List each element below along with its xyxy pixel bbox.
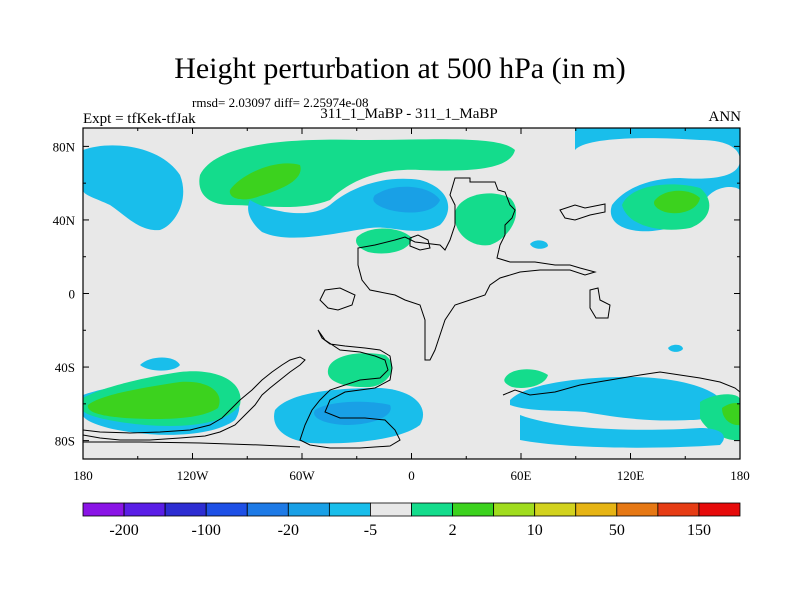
case-label: 311_1_MaBP - 311_1_MaBP [320,106,498,122]
colorbar-swatch [370,502,412,517]
x-tick-label: 180 [73,468,93,483]
x-tick-label: 60E [511,468,532,483]
colorbar-label: 50 [609,522,625,539]
colorbar-swatch [698,502,741,517]
outline-south-lower [83,441,301,448]
colorbar-label: 2 [449,522,457,539]
colorbar-swatch [164,502,207,517]
outline-europe-west [409,234,431,251]
colorbar-swatch [411,502,453,517]
colorbar-swatch [616,502,659,517]
y-tick-label: 80S [55,434,75,449]
anomaly-negative-south-atlantic-core [314,401,391,425]
colorbar-swatch [575,502,618,517]
colorbar-label: -5 [364,522,377,539]
colorbar-swatch [328,502,371,517]
outline-southern-continent-west [319,287,356,311]
x-tick-label: 180 [730,468,750,483]
colorbar-swatch [246,502,289,517]
x-tick-label: 0 [408,468,415,483]
colorbar-swatch [123,502,166,517]
colorbar-swatch [657,502,700,517]
chart-title: Height perturbation at 500 hPa (in m) [174,52,626,85]
anomaly-negative-south-indian-lower [520,415,724,448]
outline-south-america [299,329,401,449]
outline-island-2 [589,287,611,319]
land-outline [83,177,740,449]
x-tick-label: 120E [617,468,645,483]
anomaly-positive-core-north [229,163,301,200]
anomaly-positive-central-asia [454,193,517,246]
colorbar-label: 10 [527,522,543,539]
axes: 180 120W 60W 0 60E 120E 180 80N 40N 0 40S 80S [53,128,750,483]
season-label: ANN [708,109,742,125]
colorbar-swatch [534,502,577,517]
anomaly-negative-small [530,240,548,249]
anomaly-contours [83,128,740,448]
anomaly-positive-south-indian [504,369,548,388]
colorbar-swatch [287,502,330,517]
y-tick-label: 0 [69,287,76,302]
anomaly-negative-north-pacific [83,145,184,231]
y-tick-label: 40N [53,213,76,228]
y-tick-label: 80N [53,139,76,154]
anomaly-negative-small-south [668,344,683,352]
colorbar-label: -100 [192,522,221,539]
x-tick-label: 120W [177,468,210,483]
outline-south-east [502,371,740,396]
anomaly-negative-europe-core [373,186,440,213]
outline-southwest-coast [83,356,306,441]
colorbar-swatch [452,502,495,517]
colorbar-swatch [82,502,125,517]
x-tick-label: 60W [289,468,315,483]
anomaly-positive-south-pacific-core [87,381,220,419]
anomaly-negative-southwest [140,357,180,371]
colorbar-swatch [493,502,536,517]
anomaly-positive-south-east-core [722,403,740,426]
rmsd-stats: rmsd= 2.03097 diff= 2.25974e-08 [192,95,369,110]
colorbar-label: 150 [687,522,711,539]
experiment-label: Expt = tfKek-tfJak [83,111,196,127]
y-tick-label: 40S [55,360,75,375]
anomaly-positive-west-asia [356,228,412,254]
colorbar-swatch [205,502,248,517]
colorbar-label: -200 [109,522,138,539]
anomaly-negative-south-indian [510,376,724,421]
outline-island-1 [559,203,606,221]
outline-east-continent [357,177,597,361]
anomaly-positive-north-atlantic-band [199,139,515,208]
colorbar: -200 -100 -20 -5 2 10 50 150 [82,502,741,539]
colorbar-label: -20 [278,522,299,539]
anomaly-positive-east-asia-core [654,190,700,214]
